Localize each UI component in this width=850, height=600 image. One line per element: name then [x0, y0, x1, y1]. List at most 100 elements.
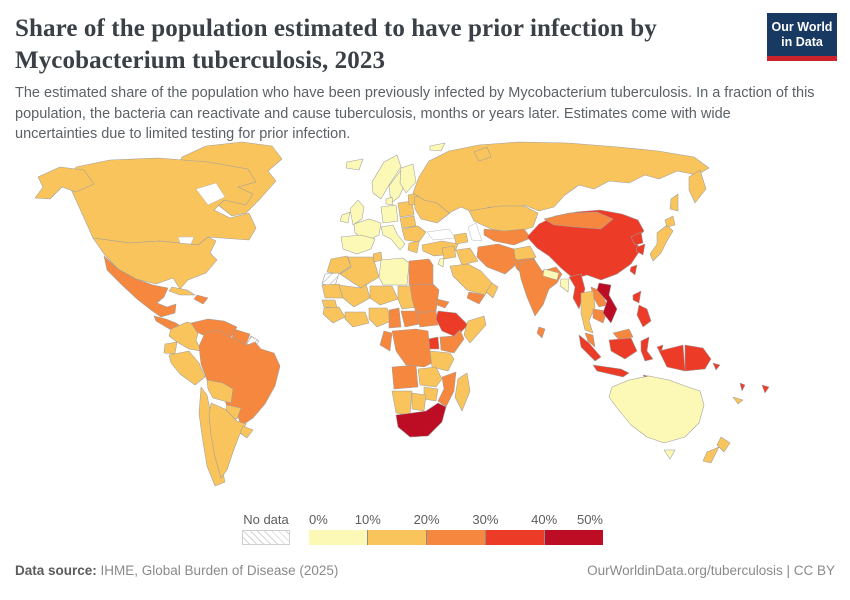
- country-denmark[interactable]: [385, 196, 394, 206]
- country-ireland[interactable]: [339, 211, 351, 224]
- country-mexico[interactable]: [103, 255, 177, 318]
- country-new-caledonia[interactable]: [732, 396, 744, 405]
- country-iran[interactable]: [476, 243, 519, 275]
- country-iraq[interactable]: [455, 247, 479, 266]
- country-papua-new-guinea[interactable]: [684, 344, 712, 372]
- country-somalia[interactable]: [463, 315, 487, 344]
- country-caucasus[interactable]: [453, 232, 469, 245]
- country-oman[interactable]: [485, 282, 499, 299]
- country-tunisia[interactable]: [372, 251, 383, 263]
- country-indonesia-java[interactable]: [592, 364, 630, 378]
- country-vietnam[interactable]: [596, 282, 618, 324]
- country-iceland[interactable]: [345, 158, 364, 171]
- country-italy[interactable]: [380, 224, 406, 251]
- country-russia-sakhalin[interactable]: [669, 193, 679, 212]
- country-malaysia-borneo[interactable]: [612, 328, 634, 341]
- country-russia-kamchatka[interactable]: [688, 169, 707, 204]
- country-taiwan[interactable]: [629, 264, 638, 276]
- country-indonesia-papua[interactable]: [658, 344, 686, 372]
- country-philippines-south[interactable]: [636, 304, 652, 328]
- country-egypt[interactable]: [408, 258, 434, 286]
- country-south-korea[interactable]: [635, 243, 646, 256]
- country-romania-balkans[interactable]: [401, 225, 427, 243]
- country-indonesia-sumatra[interactable]: [578, 334, 602, 362]
- country-mongolia[interactable]: [543, 211, 614, 230]
- country-cuba[interactable]: [168, 286, 196, 296]
- country-yemen[interactable]: [466, 291, 486, 305]
- country-mali[interactable]: [338, 283, 371, 308]
- legend-bin-30-40[interactable]: [485, 530, 544, 545]
- country-czech-hungary[interactable]: [399, 215, 417, 229]
- country-vanuatu[interactable]: [739, 382, 746, 392]
- legend-bin-40-50[interactable]: [544, 530, 603, 545]
- country-south-sudan[interactable]: [415, 310, 439, 328]
- country-japan-hokkaido[interactable]: [664, 215, 676, 228]
- country-new-zealand-north[interactable]: [716, 436, 731, 453]
- country-kazakhstan[interactable]: [468, 205, 539, 234]
- country-ecuador[interactable]: [163, 341, 178, 355]
- owid-license-link[interactable]: OurWorldinData.org/tuberculosis | CC BY: [587, 563, 835, 578]
- country-new-zealand-south[interactable]: [702, 446, 720, 464]
- country-peru[interactable]: [168, 350, 206, 386]
- country-nigeria[interactable]: [368, 307, 392, 328]
- country-fiji[interactable]: [761, 384, 770, 394]
- country-south-africa[interactable]: [395, 402, 447, 438]
- country-thailand[interactable]: [580, 290, 596, 334]
- country-novaya-zemlya[interactable]: [473, 146, 492, 162]
- country-central-asia[interactable]: [483, 228, 532, 246]
- country-tasmania[interactable]: [663, 449, 676, 460]
- country-malaysia-peninsula[interactable]: [584, 332, 596, 348]
- country-libya[interactable]: [378, 257, 410, 286]
- country-australia[interactable]: [608, 375, 705, 444]
- country-cameroon[interactable]: [388, 307, 402, 329]
- country-sudan[interactable]: [409, 283, 440, 314]
- country-bolivia[interactable]: [206, 379, 234, 404]
- country-russia[interactable]: [412, 141, 710, 214]
- country-levant[interactable]: [441, 245, 457, 260]
- country-finland[interactable]: [399, 163, 417, 194]
- country-indonesia-borneo[interactable]: [608, 337, 638, 360]
- country-ethiopia[interactable]: [435, 310, 469, 338]
- country-angola[interactable]: [391, 364, 419, 390]
- country-hispaniola[interactable]: [193, 294, 209, 305]
- country-argentina[interactable]: [208, 402, 247, 479]
- country-israel[interactable]: [437, 257, 445, 268]
- country-svalbard[interactable]: [429, 142, 446, 152]
- country-solomon-islands[interactable]: [712, 362, 721, 371]
- country-guinea-region[interactable]: [322, 306, 346, 324]
- world-map[interactable]: [10, 136, 840, 508]
- country-north-korea[interactable]: [630, 231, 644, 246]
- country-uruguay[interactable]: [239, 425, 254, 439]
- country-norway[interactable]: [371, 154, 402, 200]
- country-namibia[interactable]: [391, 390, 413, 416]
- country-iberia[interactable]: [340, 234, 376, 255]
- legend-bin-10-20[interactable]: [367, 530, 426, 545]
- country-uk[interactable]: [349, 199, 365, 226]
- country-morocco[interactable]: [326, 255, 352, 275]
- country-zimbabwe[interactable]: [423, 386, 439, 402]
- country-zambia[interactable]: [417, 366, 443, 388]
- country-india[interactable]: [517, 258, 563, 317]
- country-germany[interactable]: [380, 204, 399, 224]
- country-madagascar[interactable]: [454, 372, 471, 412]
- country-japan[interactable]: [649, 224, 674, 262]
- country-sri-lanka[interactable]: [536, 326, 546, 339]
- country-indonesia-sulawesi[interactable]: [640, 336, 654, 362]
- country-tanzania[interactable]: [429, 350, 455, 372]
- country-kenya[interactable]: [439, 329, 465, 354]
- country-eritrea[interactable]: [436, 298, 450, 309]
- country-senegal[interactable]: [321, 299, 338, 309]
- country-venezuela[interactable]: [190, 318, 238, 338]
- country-greece[interactable]: [407, 240, 420, 254]
- country-alaska[interactable]: [34, 166, 95, 200]
- country-botswana[interactable]: [411, 392, 427, 412]
- country-niger[interactable]: [369, 285, 399, 306]
- legend-no-data-swatch[interactable]: [242, 530, 290, 545]
- country-saudi-arabia[interactable]: [449, 263, 493, 296]
- legend-bin-20-30[interactable]: [426, 530, 485, 545]
- country-ghana-ivory-coast[interactable]: [344, 311, 370, 328]
- country-philippines-north[interactable]: [632, 290, 642, 304]
- country-nepal[interactable]: [542, 268, 560, 281]
- country-bangladesh[interactable]: [559, 278, 570, 293]
- country-drc[interactable]: [391, 328, 437, 368]
